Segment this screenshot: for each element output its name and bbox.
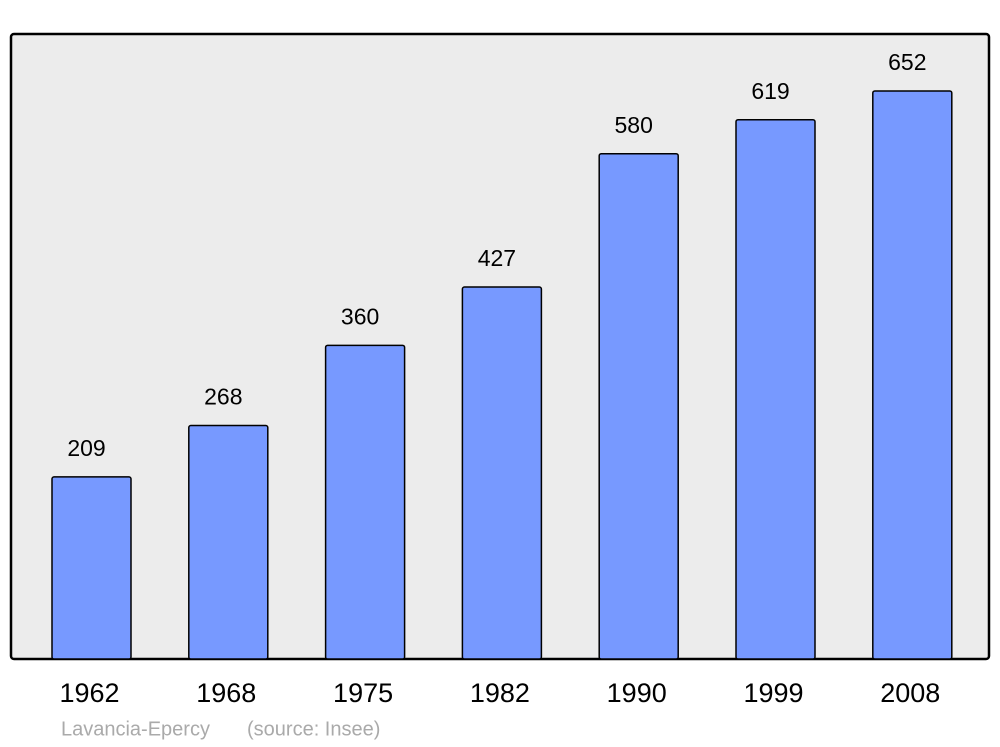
value-label: 268 — [204, 384, 242, 410]
x-tick-label: 1999 — [743, 678, 803, 708]
bar — [872, 90, 953, 660]
bar — [598, 152, 679, 660]
value-label: 427 — [478, 245, 516, 271]
value-label: 652 — [888, 49, 926, 75]
bar — [461, 286, 543, 660]
bar — [51, 476, 132, 660]
value-label: 360 — [341, 303, 379, 329]
bar — [188, 424, 269, 660]
value-label: 209 — [67, 435, 105, 461]
x-tick-label: 1968 — [196, 678, 256, 708]
x-tick-label: 2008 — [880, 678, 940, 708]
x-tick-label: 1982 — [470, 678, 530, 708]
bar — [324, 344, 406, 660]
x-tick-label: 1990 — [607, 678, 667, 708]
source: (source: Insee) — [247, 718, 380, 740]
x-tick-label: 1975 — [333, 678, 393, 708]
value-label: 580 — [615, 112, 653, 138]
value-label: 619 — [751, 78, 789, 104]
x-tick-label: 1962 — [59, 678, 119, 708]
caption: Lavancia-Epercy — [61, 718, 210, 740]
bar — [735, 118, 816, 660]
